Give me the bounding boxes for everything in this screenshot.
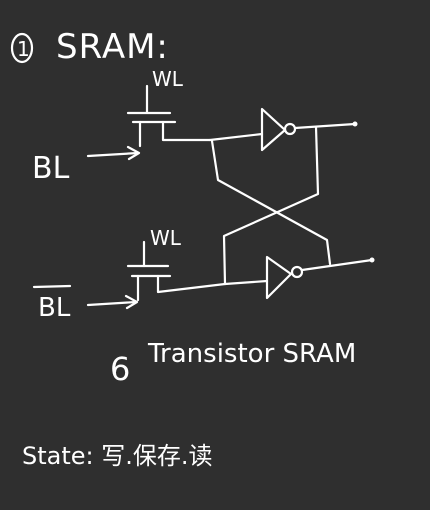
top-access-transistor: WL [126, 67, 212, 148]
caption-text: Transistor SRAM [147, 339, 356, 369]
bitline: BL [32, 145, 141, 186]
top-inverter [208, 107, 358, 152]
top-wordline-label: WL [152, 67, 184, 91]
caption: 6 Transistor SRAM [110, 339, 356, 388]
state-note: State: 写.保存.读 [22, 442, 213, 470]
bottom-access-transistor: WL [126, 226, 227, 302]
heading: 1 SRAM: [10, 27, 169, 67]
heading-number-circle [10, 32, 34, 64]
bottom-inverter [223, 255, 375, 300]
cross-coupling [210, 125, 332, 286]
bottom-wordline-label: WL [150, 226, 182, 250]
heading-number: 1 [17, 37, 30, 61]
bitline-label: BL [32, 151, 70, 186]
bitline-bar-overline [32, 284, 72, 289]
caption-number: 6 [110, 350, 130, 388]
state-text: State: 写.保存.读 [22, 442, 213, 470]
heading-title: SRAM: [56, 27, 169, 67]
bitline-bar-label: BL [38, 293, 71, 323]
bitline-bar: BL [32, 284, 139, 323]
